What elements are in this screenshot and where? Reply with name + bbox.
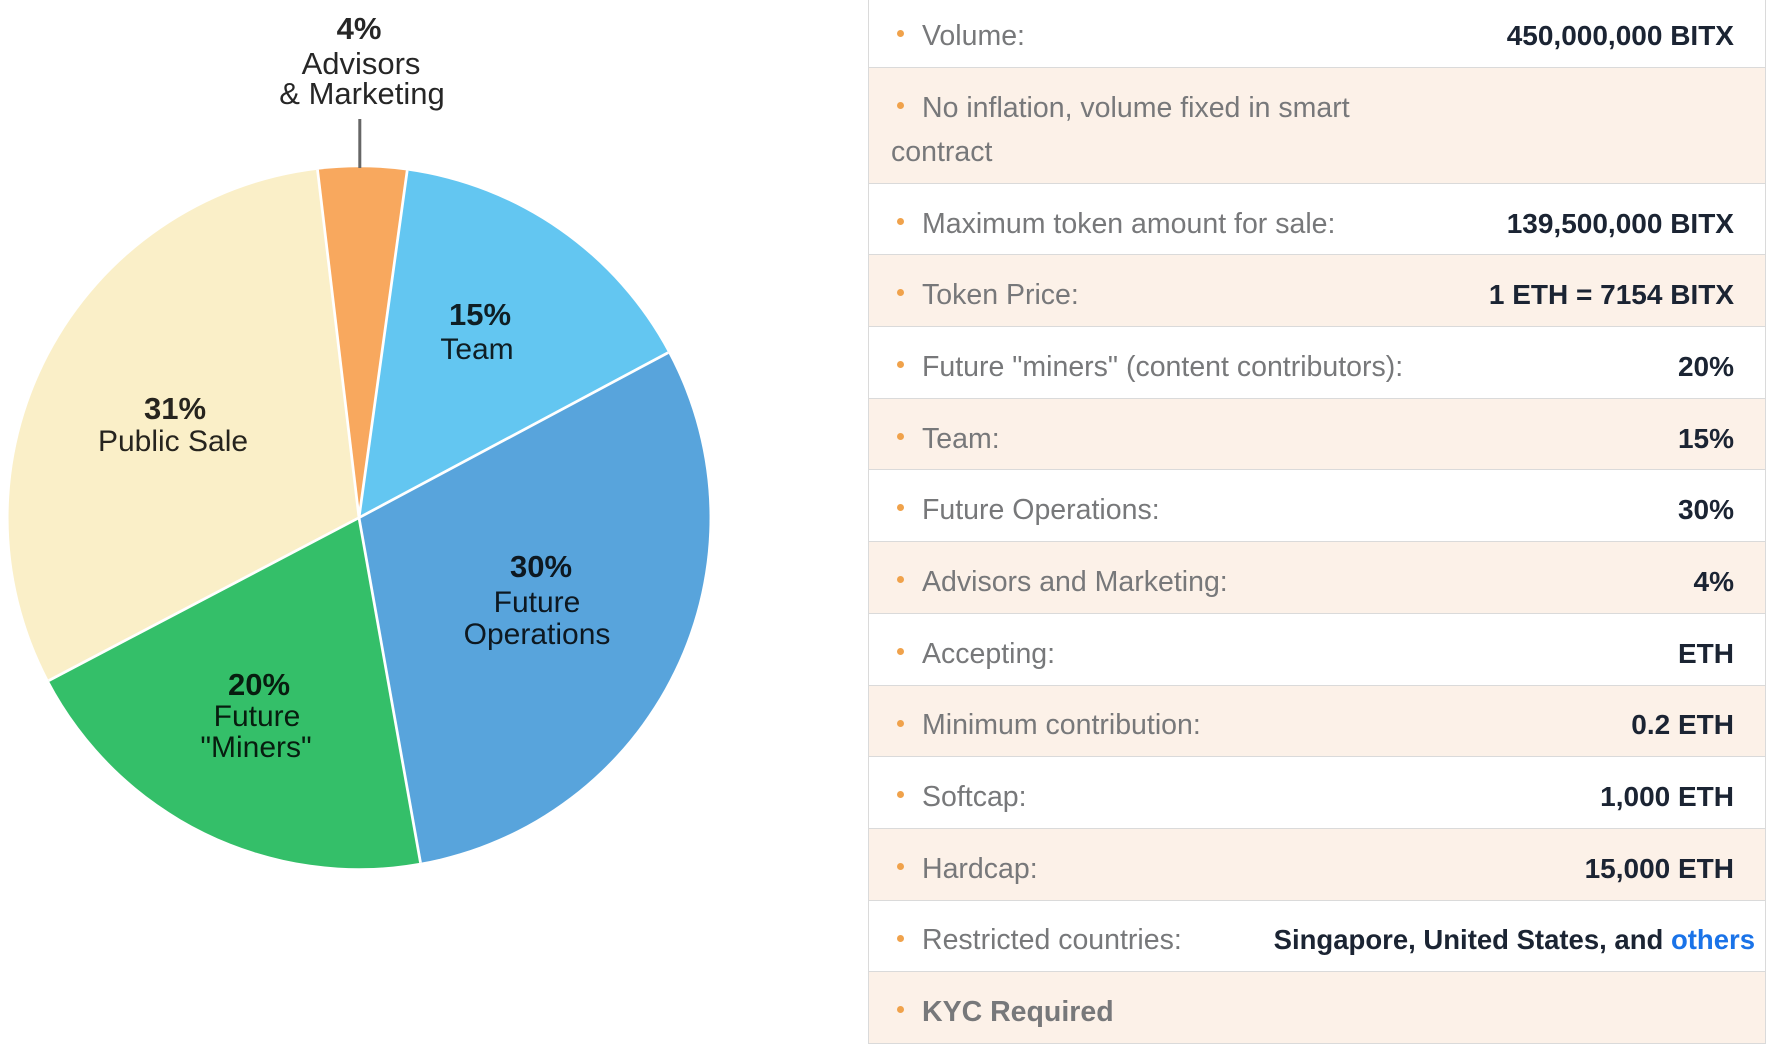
svg-text:Operations: Operations xyxy=(464,618,611,651)
svg-text:Future: Future xyxy=(214,700,301,733)
svg-text:15%: 15% xyxy=(449,297,511,332)
svg-text:Advisors: Advisors xyxy=(302,46,421,81)
svg-text:Future: Future xyxy=(494,586,581,619)
svg-text:Public Sale: Public Sale xyxy=(98,425,248,458)
svg-text:"Miners": "Miners" xyxy=(200,731,311,764)
svg-text:20%: 20% xyxy=(228,667,290,702)
svg-text:Team: Team xyxy=(440,333,513,366)
svg-text:30%: 30% xyxy=(510,549,572,584)
svg-text:& Marketing: & Marketing xyxy=(279,76,444,111)
svg-text:31%: 31% xyxy=(144,391,206,426)
svg-text:4%: 4% xyxy=(337,11,382,46)
